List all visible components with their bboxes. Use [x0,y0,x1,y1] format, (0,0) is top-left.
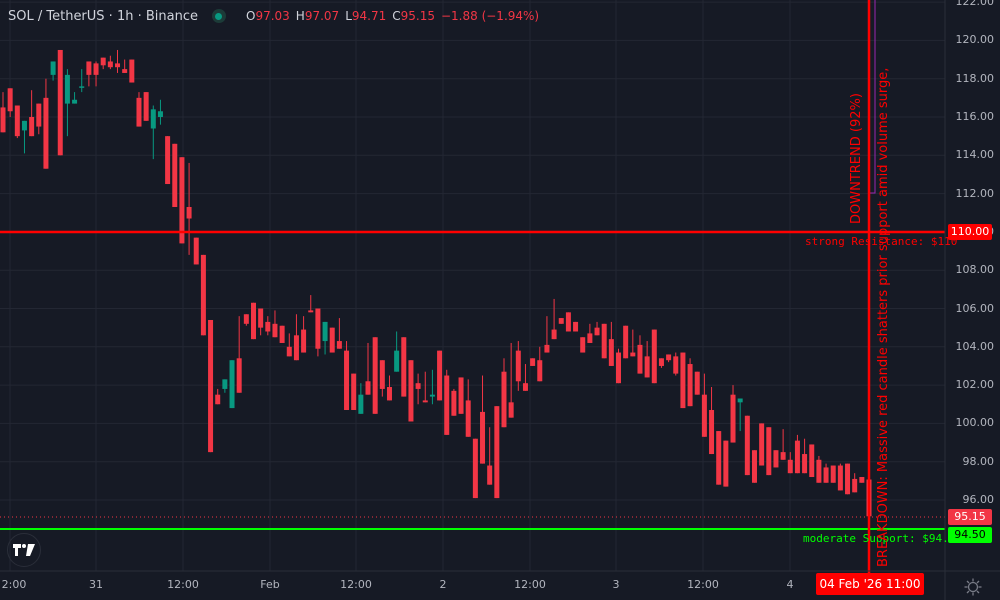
change-value: −1.88 (−1.94%) [440,9,540,23]
time-tick-label: 2 [439,578,447,591]
resistance-price-tag: 110.00 [948,224,992,240]
support-label: moderate Support: $94.5 [803,532,956,545]
time-tick-label: 12:00 [687,578,719,591]
price-tick-label: 122.00 [955,0,995,9]
symbol-legend: SOL / TetherUS · 1h · Binance O 97.03 H 97… [8,6,539,26]
price-tick-label: 108.00 [955,263,995,277]
candles [0,49,872,525]
crosshair-time-tag: 04 Feb '26 11:00 [816,573,924,595]
price-tick-label: 102.00 [955,378,995,392]
price-tick-label: 104.00 [955,339,995,353]
current-price-tag: 95.15 [948,509,992,525]
price-tick-label: 120.00 [955,33,995,47]
time-tick-label: 3 [612,578,620,591]
price-tick-label: 98.00 [962,454,995,468]
price-tick-label: 114.00 [955,148,995,162]
high-value: 97.07 [304,9,340,23]
time-tick-label: 12:00 [167,578,199,591]
time-tick-label: 2:00 [1,578,27,591]
trend-marker-bracket [869,0,876,194]
settings-gear-icon[interactable] [964,578,982,596]
price-tick-label: 106.00 [955,301,995,315]
open-label: O [245,9,256,23]
price-tick-label: 118.00 [955,71,995,85]
price-tick-label: 112.00 [955,186,995,200]
high-label: H [295,9,305,23]
price-tick-label: 96.00 [962,493,995,506]
time-tick-label: 12:00 [340,578,372,591]
grid-lines [0,0,945,571]
time-tick-label: 4 [786,578,794,591]
resistance-label: strong Resistance: $110 [805,235,958,248]
low-label: L [345,9,352,23]
price-tick-label: 116.00 [955,110,995,123]
time-tick-label: Feb [260,578,280,591]
symbol-title[interactable]: SOL / TetherUS · 1h · Binance [8,8,198,24]
time-tick-label: 31 [89,578,103,591]
tradingview-logo-icon [13,544,35,556]
low-value: 94.71 [351,9,387,23]
close-label: C [392,9,401,23]
breakdown-label: BREAKDOWN: Massive red candle shatters p… [876,67,891,567]
close-value: 95.15 [400,9,435,23]
time-tick-label: 12:00 [514,578,546,591]
support-price-tag: 94.50 [948,527,992,543]
open-value: 97.03 [255,9,290,23]
tradingview-logo[interactable] [7,533,41,567]
market-status-icon [211,9,226,23]
price-tick-label: 100.00 [955,416,995,430]
trend-label: DOWNTREND (92%) [849,93,864,224]
